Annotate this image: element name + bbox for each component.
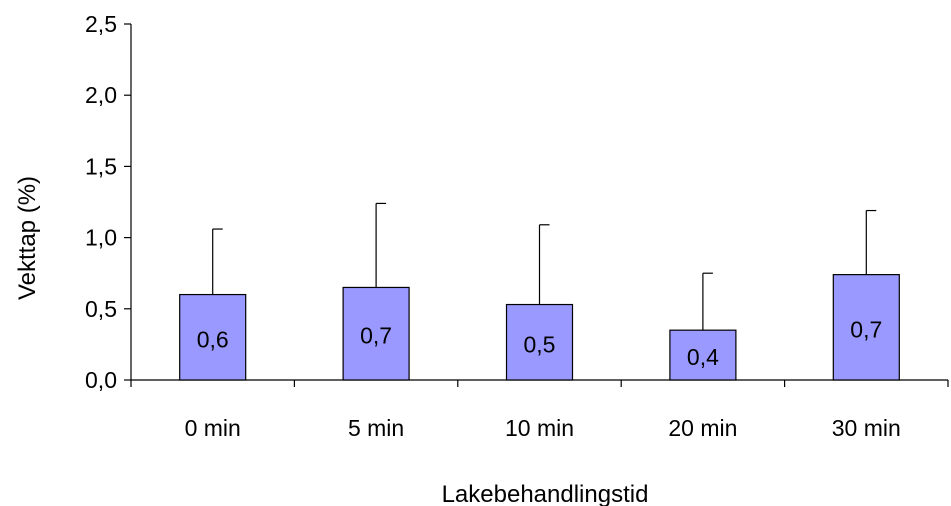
bar-value-label: 0,5 [524,331,556,357]
bar-value-label: 0,6 [197,326,229,352]
x-tick-label: 10 min [505,415,574,441]
y-tick-label: 0,0 [85,367,117,393]
bar-value-label: 0,7 [850,316,882,342]
x-tick-label: 30 min [832,415,901,441]
bar-value-label: 0,4 [687,344,719,370]
x-tick-label: 0 min [185,415,241,441]
x-tick-label: 5 min [348,415,404,441]
bar [669,329,737,381]
y-tick-label: 2,0 [85,82,117,108]
x-tick-label: 20 min [668,415,737,441]
y-tick-label: 1,0 [85,225,117,251]
y-tick-label: 2,5 [85,11,117,37]
bar [505,303,574,381]
y-tick-label: 0,5 [85,296,117,322]
bar [832,274,900,381]
plot-area: 0,0 0,5 1,0 1,5 2,0 2,5 0,6 0 min 0,7 5 min 0,5 10 … [85,11,949,441]
bar [179,293,247,381]
y-axis-title: Vekttap (%) [14,176,41,300]
x-axis-title: Lakebehandlingstid [442,481,649,506]
bar-value-label: 0,7 [360,323,392,349]
y-tick-label: 1,5 [85,153,117,179]
bar [342,286,410,381]
